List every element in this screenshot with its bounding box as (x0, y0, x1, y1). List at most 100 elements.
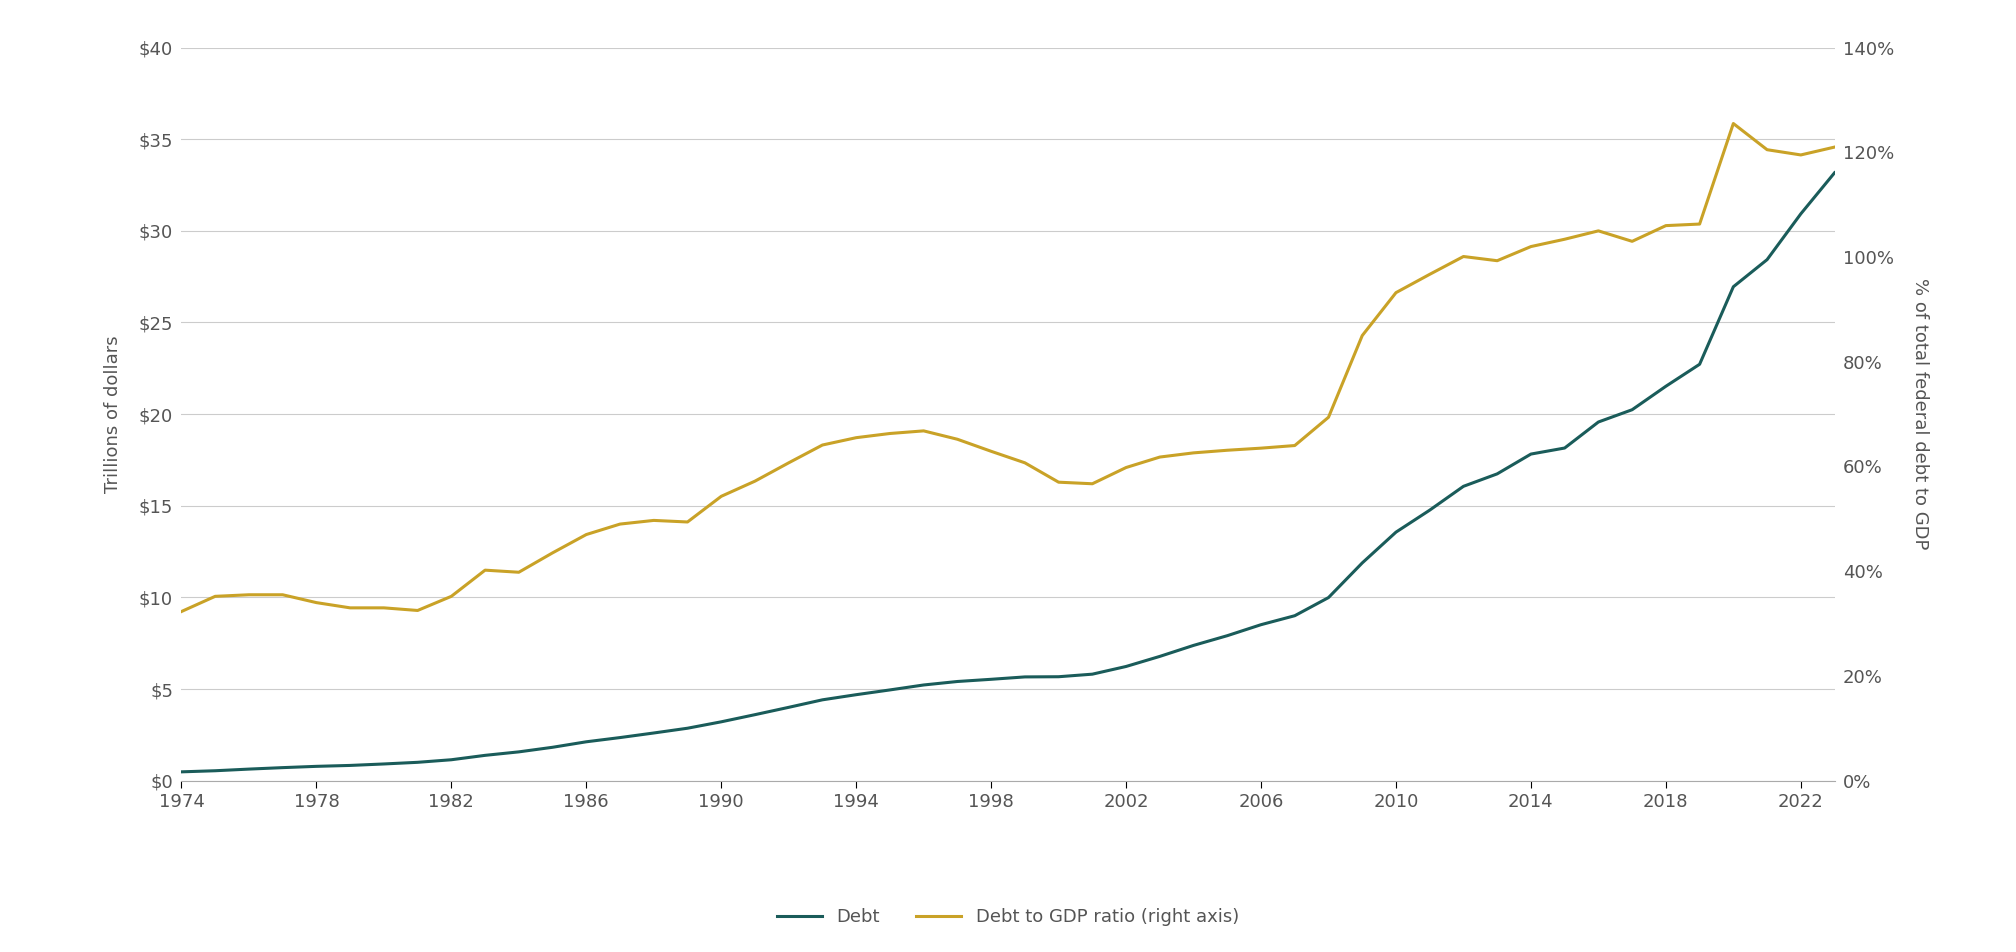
Debt to GDP ratio (right axis) (405, 605, 429, 616)
Debt (204, 765, 228, 777)
Debt to GDP ratio (right axis) (204, 590, 228, 602)
Debt (405, 757, 429, 768)
Debt to GDP ratio (right axis) (1756, 144, 1780, 155)
Debt to GDP ratio (right axis) (810, 439, 835, 450)
Debt to GDP ratio (right axis) (641, 515, 665, 526)
Debt to GDP ratio (right axis) (1518, 241, 1542, 252)
Debt (1012, 671, 1036, 683)
Debt (371, 758, 395, 769)
Debt to GDP ratio (right axis) (1822, 142, 1847, 153)
Debt (1518, 448, 1542, 460)
Debt to GDP ratio (right axis) (1621, 236, 1645, 248)
Debt (1417, 505, 1441, 516)
Debt to GDP ratio (right axis) (877, 427, 901, 439)
Debt (1788, 208, 1812, 220)
Debt (1115, 661, 1139, 672)
Debt (675, 723, 700, 734)
Debt to GDP ratio (right axis) (911, 426, 935, 437)
Debt (911, 680, 935, 691)
Debt to GDP ratio (right axis) (1147, 451, 1171, 463)
Debt to GDP ratio (right axis) (710, 490, 734, 502)
Debt (1216, 630, 1240, 642)
Debt (506, 746, 530, 758)
Debt to GDP ratio (right axis) (742, 475, 766, 486)
Debt (845, 689, 869, 701)
Debt (1282, 610, 1306, 622)
Debt to GDP ratio (right axis) (946, 433, 970, 445)
Debt (1722, 281, 1746, 292)
Debt to GDP ratio (right axis) (1250, 443, 1274, 454)
Debt to GDP ratio (right axis) (1012, 457, 1036, 468)
Debt to GDP ratio (right axis) (270, 589, 294, 601)
Debt (339, 760, 363, 771)
Debt to GDP ratio (right axis) (609, 518, 633, 529)
Debt (877, 684, 901, 696)
Debt to GDP ratio (right axis) (540, 547, 564, 559)
Debt (710, 716, 734, 727)
Debt (946, 676, 970, 687)
Y-axis label: Trillions of dollars: Trillions of dollars (105, 335, 121, 493)
Debt to GDP ratio (right axis) (845, 432, 869, 444)
Debt to GDP ratio (right axis) (1417, 268, 1441, 280)
Y-axis label: % of total federal debt to GDP: % of total federal debt to GDP (1911, 278, 1929, 550)
Debt (439, 754, 464, 765)
Debt to GDP ratio (right axis) (1383, 287, 1407, 298)
Debt (1351, 557, 1375, 568)
Debt (1316, 592, 1341, 604)
Debt to GDP ratio (right axis) (236, 589, 260, 601)
Debt to GDP ratio (right axis) (1788, 149, 1812, 161)
Debt (1486, 468, 1510, 480)
Debt (980, 674, 1004, 685)
Debt to GDP ratio (right axis) (1282, 440, 1306, 451)
Debt to GDP ratio (right axis) (474, 565, 498, 576)
Debt (1046, 671, 1070, 683)
Debt to GDP ratio (right axis) (1653, 220, 1677, 231)
Debt (270, 762, 294, 773)
Debt (304, 761, 329, 772)
Debt to GDP ratio (right axis) (675, 516, 700, 527)
Debt (1452, 481, 1476, 492)
Debt (609, 732, 633, 744)
Debt to GDP ratio (right axis) (1316, 411, 1341, 423)
Debt to GDP ratio (right axis) (1722, 118, 1746, 129)
Debt to GDP ratio (right axis) (1115, 462, 1139, 473)
Debt (776, 702, 800, 713)
Debt (1822, 167, 1847, 178)
Debt to GDP ratio (right axis) (1687, 218, 1712, 229)
Debt (810, 694, 835, 705)
Debt (742, 709, 766, 721)
Debt to GDP ratio (right axis) (339, 603, 363, 614)
Debt to GDP ratio (right axis) (1452, 250, 1476, 262)
Debt (1147, 650, 1171, 662)
Debt to GDP ratio (right axis) (371, 603, 395, 614)
Debt (1250, 619, 1274, 630)
Line: Debt: Debt (181, 172, 1835, 772)
Debt (474, 749, 498, 761)
Debt (1081, 668, 1105, 680)
Debt (169, 766, 194, 778)
Debt (236, 764, 260, 775)
Debt to GDP ratio (right axis) (1081, 478, 1105, 489)
Debt to GDP ratio (right axis) (776, 457, 800, 468)
Debt to GDP ratio (right axis) (1181, 447, 1206, 459)
Debt to GDP ratio (right axis) (304, 597, 329, 608)
Debt to GDP ratio (right axis) (439, 590, 464, 602)
Debt (1653, 381, 1677, 392)
Debt (1181, 640, 1206, 651)
Debt (575, 736, 599, 747)
Debt (1687, 359, 1712, 370)
Debt to GDP ratio (right axis) (1486, 255, 1510, 267)
Debt (1587, 416, 1611, 427)
Debt to GDP ratio (right axis) (1552, 233, 1577, 245)
Debt to GDP ratio (right axis) (1587, 226, 1611, 237)
Debt to GDP ratio (right axis) (1216, 445, 1240, 456)
Debt to GDP ratio (right axis) (1046, 477, 1070, 488)
Line: Debt to GDP ratio (right axis): Debt to GDP ratio (right axis) (181, 124, 1835, 611)
Debt (1552, 443, 1577, 454)
Debt to GDP ratio (right axis) (506, 566, 530, 578)
Debt (1756, 254, 1780, 266)
Debt to GDP ratio (right axis) (980, 446, 1004, 457)
Debt (1383, 526, 1407, 538)
Debt to GDP ratio (right axis) (169, 605, 194, 617)
Debt (540, 742, 564, 753)
